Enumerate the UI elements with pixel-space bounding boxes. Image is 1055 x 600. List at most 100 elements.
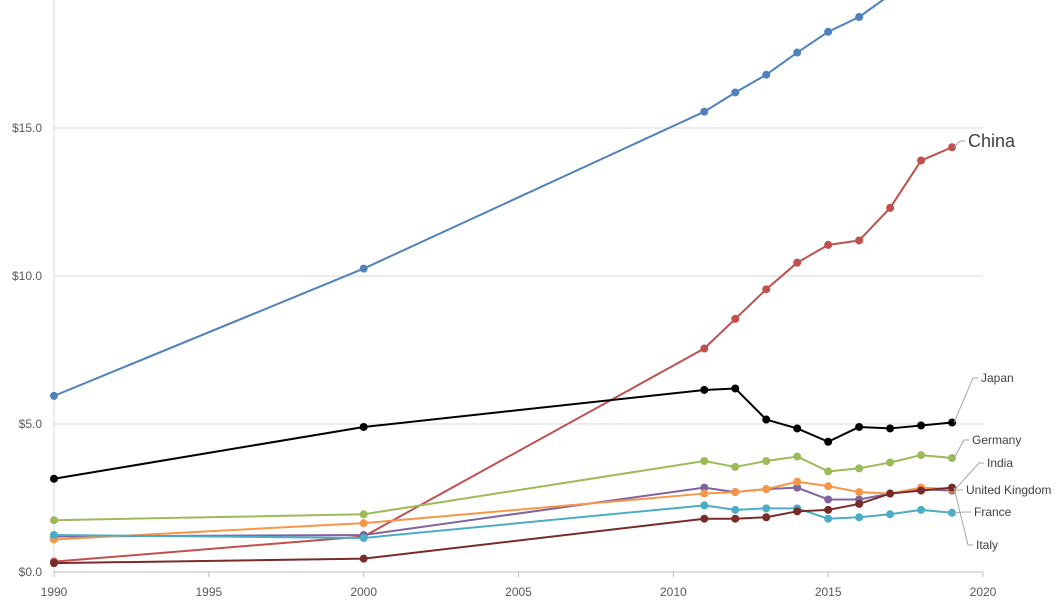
data-point	[793, 477, 802, 486]
data-point	[917, 451, 926, 460]
data-point	[359, 533, 368, 542]
data-point	[50, 531, 58, 539]
series-label: Japan	[981, 371, 1014, 385]
data-point	[855, 236, 864, 245]
data-point	[359, 422, 368, 431]
y-tick-label: $15.0	[12, 121, 42, 135]
data-point	[886, 424, 895, 433]
leader-line	[953, 140, 965, 148]
data-point	[917, 421, 926, 430]
data-point	[359, 510, 368, 519]
data-point	[762, 457, 771, 465]
data-point	[948, 454, 957, 463]
data-point	[700, 483, 709, 492]
gridlines	[54, 127, 983, 425]
data-point	[762, 504, 771, 513]
data-point	[700, 107, 709, 116]
data-point	[824, 467, 833, 476]
data-point	[793, 452, 802, 461]
leader-line	[953, 377, 978, 423]
data-point	[793, 424, 802, 433]
leader-line	[953, 439, 969, 459]
leader-line	[953, 488, 963, 491]
data-point	[824, 505, 833, 514]
series-3	[50, 451, 957, 525]
data-point	[824, 27, 833, 36]
data-point	[731, 462, 740, 471]
data-point	[700, 489, 709, 498]
data-point	[886, 489, 895, 498]
x-tick-label: 2010	[660, 585, 687, 599]
series-labels: China Japan Germany India United Kingdom Fran…	[953, 131, 1051, 552]
series-label: Italy	[976, 538, 998, 552]
y-tick-label: $0.0	[19, 565, 43, 579]
series-label: India	[987, 456, 1013, 470]
data-point	[855, 464, 864, 473]
data-point	[793, 483, 802, 492]
data-point	[948, 143, 957, 152]
series-label: United Kingdom	[966, 483, 1051, 497]
data-point	[793, 507, 802, 516]
series-7	[50, 483, 957, 568]
data-point	[731, 88, 740, 97]
series-0	[50, 0, 885, 400]
data-point	[50, 559, 58, 568]
data-point	[762, 485, 771, 494]
data-point	[886, 203, 895, 212]
data-point	[793, 48, 802, 57]
x-tick-label: 1995	[195, 585, 222, 599]
data-point	[731, 384, 740, 393]
data-point	[50, 516, 58, 525]
data-point	[855, 422, 864, 431]
y-tick-label: $5.0	[19, 417, 43, 431]
data-point	[824, 482, 833, 491]
data-point	[855, 488, 864, 497]
data-point	[917, 156, 926, 165]
series-label: France	[974, 505, 1012, 519]
leader-line	[953, 487, 973, 546]
data-point	[762, 415, 771, 424]
data-point	[762, 285, 771, 294]
series-line	[53, 486, 953, 538]
series-2	[50, 384, 957, 483]
x-tick-label: 2020	[970, 585, 997, 599]
series-1	[50, 143, 957, 566]
data-point	[700, 501, 709, 510]
data-point	[855, 13, 864, 21]
leader-line	[953, 462, 984, 491]
data-point	[50, 391, 58, 400]
data-point	[824, 240, 833, 249]
series-line	[53, 146, 953, 563]
data-point	[359, 554, 368, 563]
data-point	[948, 418, 957, 427]
data-point	[700, 344, 709, 353]
data-point	[762, 70, 771, 79]
series-label: China	[968, 131, 1016, 151]
leader-line	[953, 511, 971, 514]
y-tick-label: $10.0	[12, 269, 42, 283]
data-point	[700, 385, 709, 394]
data-point	[700, 457, 709, 465]
data-point	[50, 474, 58, 483]
x-tick-label: 1990	[41, 585, 68, 599]
data-point	[824, 437, 833, 446]
data-point	[762, 513, 771, 522]
data-point	[917, 486, 926, 495]
data-point	[731, 488, 740, 497]
data-point	[886, 458, 895, 467]
data-point	[731, 314, 740, 323]
data-point	[700, 514, 709, 523]
series-label: Germany	[972, 433, 1021, 447]
x-tick-label: 2005	[505, 585, 532, 599]
data-point	[793, 258, 802, 267]
data-point	[948, 508, 957, 517]
data-point	[731, 505, 740, 514]
series-group	[50, 0, 957, 568]
x-tick-label: 2015	[815, 585, 842, 599]
data-point	[731, 514, 740, 523]
data-point	[824, 514, 833, 523]
data-point	[855, 499, 864, 508]
tick-labels: $0.0 $5.0 $10.0 $15.0 1990 1995 2000 2005 2010 20…	[12, 121, 997, 599]
x-tick-label: 2000	[350, 585, 377, 599]
